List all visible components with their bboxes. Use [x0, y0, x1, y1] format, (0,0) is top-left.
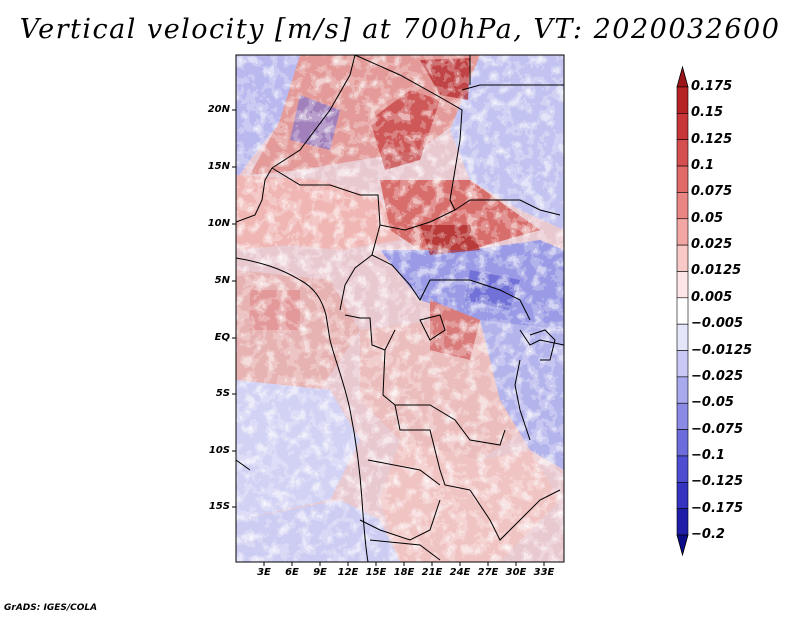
map-frame: [235, 54, 565, 563]
colorbar-swatch: [676, 192, 689, 220]
colorbar-label: 0.025: [691, 237, 733, 253]
lon-label: 12E: [337, 567, 359, 578]
lon-label: 3E: [257, 567, 271, 578]
colorbar-swatch: [676, 139, 689, 167]
colorbar-label: 0.0125: [691, 263, 742, 279]
lon-label: 18E: [393, 567, 415, 578]
grads-credit: GrADS: IGES/COLA: [4, 603, 98, 613]
lon-label: 33E: [533, 567, 555, 578]
colorbar-label: 0.05: [691, 210, 724, 226]
colorbar-label: 0.075: [691, 184, 733, 200]
country-borders: [236, 55, 564, 562]
lat-label: 15N: [207, 161, 230, 172]
colorbar-swatch: [676, 86, 689, 114]
lat-label: 20N: [207, 104, 230, 115]
colorbar-swatch: [676, 244, 689, 272]
lon-label: 30E: [505, 567, 527, 578]
lat-label: 10N: [207, 218, 230, 229]
colorbar-label: 0.005: [691, 289, 733, 305]
colorbar-label: −0.005: [691, 316, 744, 332]
lon-label: 27E: [477, 567, 499, 578]
colorbar-swatch: [676, 218, 689, 246]
lat-label: EQ: [214, 332, 230, 343]
colorbar: [676, 65, 689, 557]
colorbar-swatch: [676, 481, 689, 509]
colorbar-swatch: [676, 455, 689, 483]
colorbar-swatch: [676, 323, 689, 351]
lon-label: 6E: [285, 567, 299, 578]
lon-label: 15E: [365, 567, 387, 578]
colorbar-label: −0.1: [691, 447, 725, 463]
colorbar-label: 0.1: [691, 158, 715, 174]
map-title: Vertical velocity [m/s] at 700hPa, VT: 2…: [19, 14, 781, 45]
colorbar-label: −0.125: [691, 474, 744, 490]
colorbar-label: −0.075: [691, 421, 744, 437]
colorbar-label: −0.05: [691, 395, 734, 411]
colorbar-cap-top: [676, 65, 689, 88]
colorbar-swatch: [676, 297, 689, 325]
lon-label: 9E: [313, 567, 327, 578]
velocity-field: [236, 55, 564, 562]
lon-label: 24E: [449, 567, 471, 578]
colorbar-label: −0.025: [691, 368, 744, 384]
colorbar-swatch: [676, 402, 689, 430]
lon-label: 21E: [421, 567, 443, 578]
colorbar-cap-bottom: [676, 534, 689, 557]
colorbar-label: −0.2: [691, 527, 725, 542]
colorbar-label: −0.175: [691, 500, 744, 516]
colorbar-swatch: [676, 508, 689, 536]
colorbar-swatch: [676, 376, 689, 404]
axis-ticks: [232, 109, 545, 566]
colorbar-label: −0.0125: [691, 342, 753, 358]
lat-label: 5S: [215, 388, 230, 399]
colorbar-label: 0.15: [691, 105, 724, 121]
colorbar-swatch: [676, 113, 689, 141]
colorbar-swatch: [676, 271, 689, 299]
colorbar-swatch: [676, 429, 689, 457]
colorbar-swatch: [676, 165, 689, 193]
colorbar-swatch: [676, 350, 689, 378]
lat-label: 10S: [208, 445, 230, 456]
lat-label: 15S: [208, 501, 230, 512]
colorbar-label: 0.125: [691, 131, 733, 147]
colorbar-label: 0.175: [691, 79, 733, 94]
lat-label: 5N: [214, 275, 230, 286]
